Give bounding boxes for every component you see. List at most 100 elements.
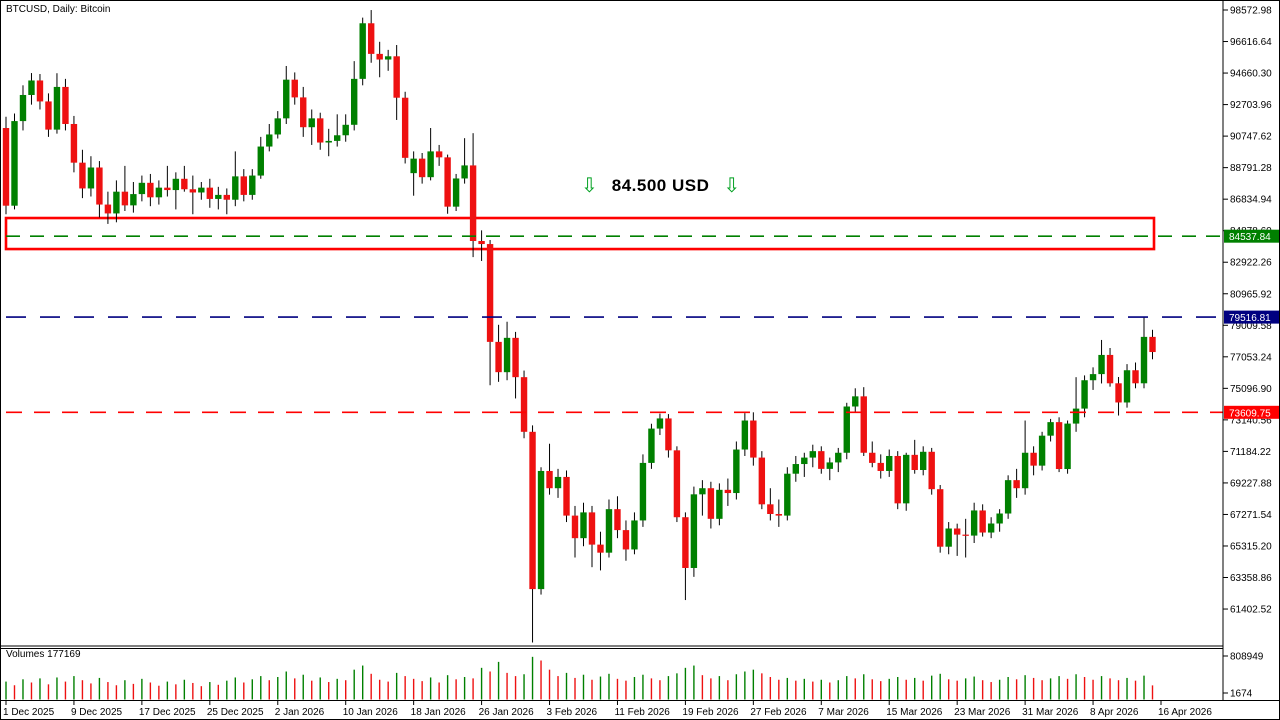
candle-body — [843, 406, 850, 453]
candle-body — [809, 451, 816, 458]
down-arrow-icon: ⇩ — [581, 175, 598, 197]
red-dashed-level-price-tag — [1224, 405, 1279, 419]
candle-body — [2, 128, 10, 206]
candle-body — [113, 191, 120, 214]
blue-dashed-level-price-tag — [1224, 310, 1279, 324]
candle-body — [266, 134, 273, 147]
date-tick-label: 10 Jan 2026 — [343, 707, 398, 718]
date-tick-label: 3 Feb 2026 — [547, 707, 598, 718]
candle-body — [767, 504, 774, 514]
candle-body — [1038, 435, 1046, 466]
candle-body — [512, 337, 519, 378]
candle-body — [155, 187, 163, 198]
candle-body — [223, 194, 231, 200]
candle-body — [62, 86, 69, 124]
candle-body — [733, 449, 740, 494]
candle-body — [45, 101, 52, 130]
candle-body — [970, 510, 978, 536]
candle-body — [784, 473, 791, 516]
candle-body — [121, 191, 129, 206]
blue-dashed-level-price-tag-label: 79516.81 — [1229, 313, 1271, 324]
candle-body — [469, 165, 477, 241]
candle-body — [79, 162, 86, 189]
candle-body — [996, 513, 1003, 524]
date-tick-label: 26 Jan 2026 — [479, 707, 534, 718]
price-tick-label: 88791.28 — [1230, 163, 1272, 174]
candle-body — [631, 520, 638, 550]
supply-zone-rectangle[interactable] — [4, 216, 1156, 251]
candle-body — [1132, 370, 1139, 384]
price-tick-label: 98572.98 — [1230, 6, 1272, 17]
candle-body — [503, 337, 511, 373]
price-tick-label: 71184.22 — [1230, 447, 1271, 458]
candle-body — [852, 396, 859, 407]
candle-body — [605, 509, 613, 553]
candle-body — [376, 53, 383, 60]
candle-body — [563, 476, 570, 516]
candle-body — [393, 56, 400, 98]
date-tick-label: 25 Dec 2025 — [207, 707, 264, 718]
candle-body — [1140, 336, 1148, 384]
candle-body — [597, 544, 604, 553]
candle-body — [886, 455, 893, 471]
candle-body — [699, 488, 706, 495]
candle-body — [979, 510, 986, 533]
price-tick-label: 63358.86 — [1230, 573, 1272, 584]
candle-body — [172, 178, 180, 191]
candle-body — [215, 194, 222, 199]
candle-body — [639, 462, 647, 521]
candle-body — [401, 97, 409, 158]
price-tick-label: 82922.26 — [1230, 258, 1272, 269]
price-tick-label: 94660.30 — [1230, 69, 1272, 80]
candle-body — [367, 23, 375, 54]
price-tick-label: 90747.62 — [1230, 132, 1272, 143]
chart-title: BTCUSD, Daily: Bitcoin — [6, 4, 111, 15]
candle-body — [546, 470, 553, 489]
date-tick-label: 8 Apr 2026 — [1090, 707, 1139, 718]
price-tick-label: 73140.56 — [1230, 415, 1272, 426]
candle-body — [682, 517, 689, 568]
volume-tick-label: 1674 — [1230, 689, 1253, 700]
candle-body — [334, 135, 341, 141]
date-tick-label: 18 Jan 2026 — [411, 707, 466, 718]
candle-body — [716, 489, 723, 519]
candle-body — [317, 118, 324, 143]
candle-body — [189, 189, 197, 193]
candle-body — [206, 187, 214, 199]
candle-body — [554, 476, 562, 489]
candle-body — [1149, 336, 1156, 353]
candle-body — [53, 86, 61, 130]
candle-body — [478, 240, 485, 245]
candle-body — [452, 178, 460, 207]
candle-body — [274, 118, 281, 135]
volumes-indicator-label: Volumes 177169 — [6, 649, 81, 660]
candle-body — [283, 79, 290, 119]
candle-body — [240, 176, 247, 195]
candle-body — [1081, 380, 1088, 409]
green-dashed-level-price-tag-label: 84537.84 — [1229, 232, 1271, 243]
candle-body — [28, 80, 35, 95]
candle-body — [495, 341, 502, 373]
candle-body — [894, 455, 901, 504]
candle-body — [164, 187, 171, 191]
green-dashed-level-price-tag — [1224, 229, 1279, 243]
candle-body — [181, 178, 188, 190]
candle-body — [70, 123, 78, 163]
candle-body — [435, 151, 443, 158]
candle-body — [529, 431, 536, 590]
date-tick-label: 31 Mar 2026 — [1022, 707, 1079, 718]
candle-body — [461, 165, 468, 179]
candle-body — [1089, 374, 1097, 381]
candle-body — [835, 452, 842, 463]
candle-body — [1106, 354, 1114, 384]
price-tick-label: 67271.54 — [1230, 510, 1272, 521]
candle-body — [614, 509, 621, 531]
candle-body — [232, 176, 239, 200]
price-tick-label: 79009.58 — [1230, 321, 1272, 332]
candle-body — [138, 182, 146, 195]
candle-body — [877, 462, 884, 471]
date-tick-label: 17 Dec 2025 — [139, 707, 196, 718]
candle-body — [249, 175, 256, 195]
